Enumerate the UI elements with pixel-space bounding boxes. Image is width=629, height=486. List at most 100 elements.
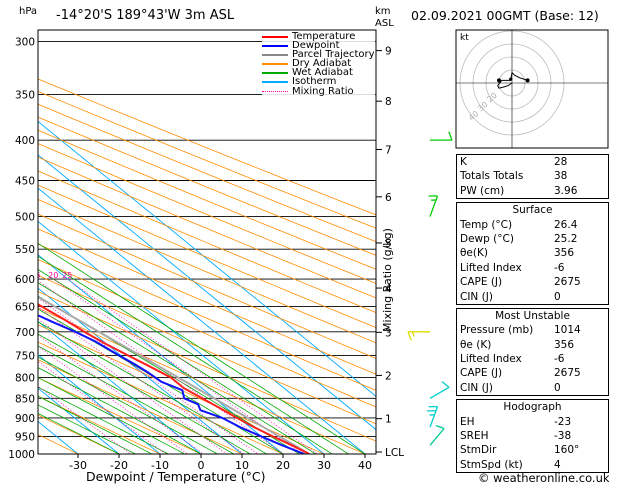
x-tick-label: -10 [151,459,169,472]
dry-adiabat [38,116,376,256]
legend-label: Wet Adiabat [292,67,353,79]
x-tick-label: 20 [276,459,290,472]
dry-adiabat [38,291,376,442]
legend-swatch [262,71,288,74]
wind-barb [429,424,445,446]
isotherm-0 [38,320,202,454]
pressure-tick-label: 450 [15,175,35,187]
legend-item: Dewpoint [262,40,375,52]
isotherm--10 [38,354,161,454]
dry-adiabat [38,395,161,454]
km-tick-label: 3 [385,327,392,339]
hodograph-storm-motion [509,77,513,81]
dry-adiabat [38,129,376,270]
skewt-profiles: 12346810152025 [0,271,310,454]
dewpoint-line [38,314,305,454]
km-unit-label: km [375,6,391,17]
skewt-axes: 3003504004505005506006507007508008509009… [8,29,453,472]
wind-barb [428,195,439,217]
wet-adiabat [38,321,267,454]
surface-cin: CIN (J) 0 [460,290,561,303]
stats-panel: K 28 Totals Totals 38 PW (cm) 3.96 Surface … [456,154,609,476]
x-tick-label: 10 [235,459,249,472]
pressure-tick-label: 750 [15,350,35,362]
mixing-ratio-label: 15 [30,271,40,280]
dry-adiabat [38,184,376,329]
legend-item: Wet Adiabat [262,67,375,79]
surface-thetae: θe(K) 356 [460,247,575,260]
x-tick-label: 0 [198,459,205,472]
mu-pressure: Pressure (mb) 1014 [460,324,581,337]
mu-thetae: θe (K) 356 [460,338,575,351]
skewt-grid [38,41,376,454]
legend-label: Dewpoint [292,40,340,52]
legend-label: Temperature [292,31,356,42]
stat-row-pw: PW (cm) 3.96 [460,184,578,197]
pressure-tick-label: 550 [15,244,35,256]
wet-adiabat [38,255,349,454]
stat-row-k: K 28 [460,156,568,168]
pressure-tick-label: 800 [15,373,35,385]
isotherm-20 [38,254,284,454]
mixing-ratio-line [38,306,245,454]
wind-barb [429,381,450,399]
x-tick-label: 40 [358,459,372,472]
temperature-line [38,303,310,454]
surface-title: Surface [512,204,553,217]
dry-adiabat [38,359,243,454]
wet-adiabat [38,268,333,454]
legend-item: Isotherm [262,77,375,87]
hodograph-trace [497,71,528,89]
km-tick-label: 4 [385,283,392,295]
dry-adiabat [38,198,376,344]
isotherm-50 [38,154,376,431]
dry-adiabat [38,78,376,216]
legend-swatch [262,44,288,47]
dry-adiabat [38,213,376,359]
mixing-ratio-label: 20 [48,271,58,280]
dry-adiabat [38,143,376,284]
hodograph-title: Hodograph [503,401,562,414]
legend-label: Mixing Ratio [292,85,354,97]
pressure-tick-label: 650 [15,301,35,313]
wind-barb [427,405,439,428]
pressure-tick-label: 850 [15,393,35,405]
surface-temp: Temp (°C) 26.4 [460,218,578,231]
legend-swatch [262,62,288,65]
legend-item: Mixing Ratio [262,85,375,97]
isotherm--30 [38,420,79,454]
mixing-ratio-axis-title: Mixing Ratio (g/kg) [380,228,394,332]
wet-adiabat [38,367,202,454]
km-tick-label: 7 [385,144,392,156]
dry-adiabat [38,170,376,314]
dry-adiabat [38,274,376,425]
dry-adiabat [38,341,284,454]
hodo-eh: EH -23 [460,415,572,428]
basic-indices-box: K 28 Totals Totals 38 PW (cm) 3.96 [456,154,609,200]
dry-adiabat [38,377,202,454]
surface-dewp: Dewp (°C) 25.2 [460,232,578,245]
mixing-ratio-line [38,297,259,454]
mixing-ratio-label: 8 [0,271,1,280]
mixing-ratio-line [52,278,303,454]
x-tick-label: -20 [110,459,128,472]
mixing-ratio-line [67,278,318,454]
mixing-ratio-line [38,345,188,454]
pressure-tick-label: 950 [15,431,35,443]
location-title: -14°20'S 189°43'W 3m ASL [56,8,235,23]
legend-label: Dry Adiabat [292,58,352,70]
mu-cape: CAPE (J) 2675 [460,367,581,380]
plot-frame [37,29,377,455]
wet-adiabat [38,242,366,454]
isotherm-10 [38,287,243,454]
pressure-tick-label: 600 [15,274,35,286]
isotherm-40 [38,187,366,454]
stat-row-totals: Totals Totals 38 [460,170,568,183]
pressure-tick-label: 350 [15,89,35,101]
parcel-trajectory-line [38,295,310,454]
most-unstable-title: Most Unstable [495,309,570,322]
hodograph-marker [525,78,530,83]
dry-adiabat [38,90,376,229]
copyright-footer: © weatheronline.co.uk [478,471,610,485]
legend-item: Dry Adiabat [262,58,375,70]
